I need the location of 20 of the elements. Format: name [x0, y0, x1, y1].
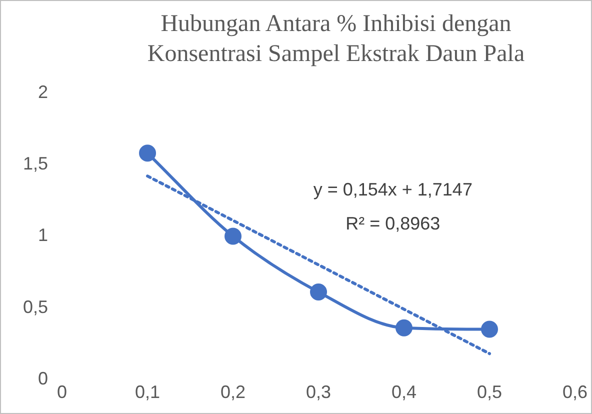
chart-title: Hubungan Antara % Inhibisi dengan Konsentrasi Sampel Ekstrak Daun Pala [146, 10, 526, 69]
point [224, 228, 242, 245]
point [139, 144, 156, 162]
y-tick-label: 1 [38, 225, 48, 246]
x-tick-label: 0,1 [135, 382, 160, 402]
x-tick-label: 0,4 [391, 382, 417, 402]
x-tick-label: 0,2 [220, 382, 246, 402]
y-tick-label: 0,5 [22, 296, 48, 317]
x-tick-label: 0,6 [562, 382, 588, 402]
y-tick-label: 1,5 [22, 154, 48, 174]
y-tick-label: 2 [38, 82, 48, 102]
y-tick-label: 0 [38, 368, 48, 388]
point [481, 320, 498, 338]
point [310, 284, 328, 301]
annotation: y = 0,154x + 1,7147 [313, 179, 472, 200]
x-tick-label: 0 [57, 382, 68, 402]
x-tick-label: 0,3 [306, 382, 332, 402]
x-tick-label: 0,5 [476, 382, 502, 402]
annotation: R² = 0,8963 [346, 214, 440, 234]
point [396, 319, 413, 336]
